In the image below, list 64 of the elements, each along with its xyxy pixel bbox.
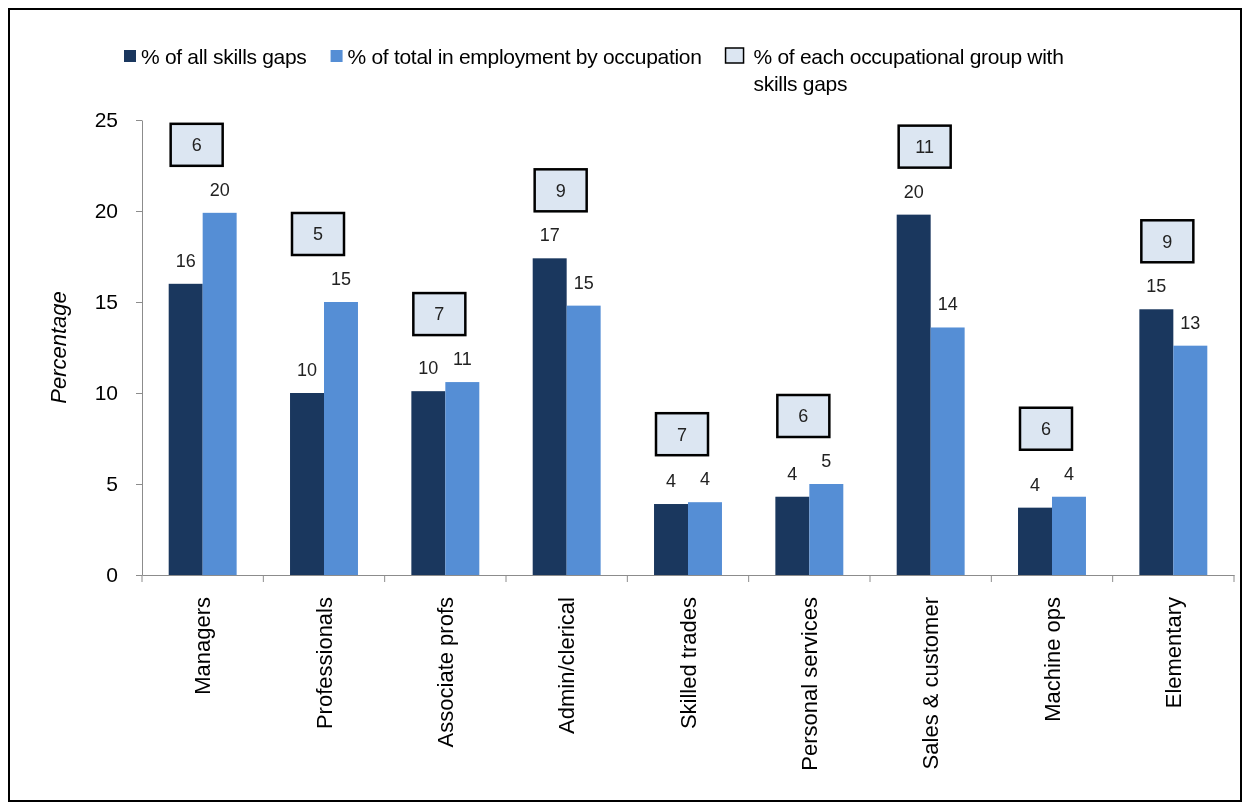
data-label: 17 [539,225,560,246]
annotation: 9 [1162,231,1173,252]
data-label: 4 [699,469,710,490]
data-label: 4 [787,463,798,484]
bar [445,382,480,575]
annotation: 5 [312,224,324,245]
data-label: 11 [452,349,472,370]
x-tick-label: Machine ops [1039,597,1065,722]
annotation: 6 [798,406,809,427]
data-label: 13 [1180,312,1201,333]
annotation: 7 [676,424,688,445]
data-label: 15 [1146,276,1167,297]
data-label: 10 [418,358,439,379]
data-label: 5 [821,451,832,471]
bar [1052,496,1086,575]
bar [532,258,567,575]
bar [1173,345,1208,575]
data-label: 16 [175,250,196,271]
x-tick-label: Personal services [797,597,823,771]
data-label: 15 [573,272,594,293]
bar [290,393,324,575]
bar [566,305,601,575]
x-tick-label: Associate profs [433,597,459,748]
x-tick-label: Managers [190,597,216,695]
x-tick-label: Elementary [1161,597,1187,709]
x-tick-label: Skilled trades [675,597,701,730]
bar [654,504,688,575]
annotation: 9 [555,180,566,201]
data-label: 14 [937,294,958,315]
data-label: 20 [903,181,924,202]
y-tick-label: 10 [94,381,118,405]
annotation: 7 [434,304,445,325]
data-label: 20 [209,179,230,200]
x-tick-label: Professionals [311,597,337,730]
bar [896,214,931,575]
bar [809,484,844,575]
y-tick-label: 15 [94,290,118,314]
data-label: 4 [666,471,677,492]
y-tick-label: 25 [94,108,118,132]
legend-label: % of all skills gaps [141,45,307,68]
bar [775,496,810,575]
y-tick-label: 0 [106,563,118,587]
annotation: 6 [191,135,202,156]
y-tick-label: 5 [106,472,118,496]
bar [411,391,446,575]
y-axis-title: Percentage [46,291,71,404]
annotation: 6 [1040,419,1052,440]
annotation: 11 [915,136,935,157]
data-label: 4 [1063,463,1074,484]
bar [324,302,358,575]
bar [930,327,965,575]
bar [1139,309,1174,575]
bar [202,212,237,575]
bar [688,502,722,575]
data-label: 4 [1030,474,1041,495]
data-label: 15 [330,269,351,289]
x-tick-label: Sales & customer [918,597,944,770]
data-label: 10 [297,360,318,380]
legend-label: % of total in employment by occupation [347,45,702,68]
text: % of each occupational group with skills gaps [753,45,1064,95]
bar [168,283,203,575]
y-tick-label: 20 [94,199,118,223]
x-tick-label: Admin/clerical [554,597,580,734]
bar [1018,507,1052,575]
